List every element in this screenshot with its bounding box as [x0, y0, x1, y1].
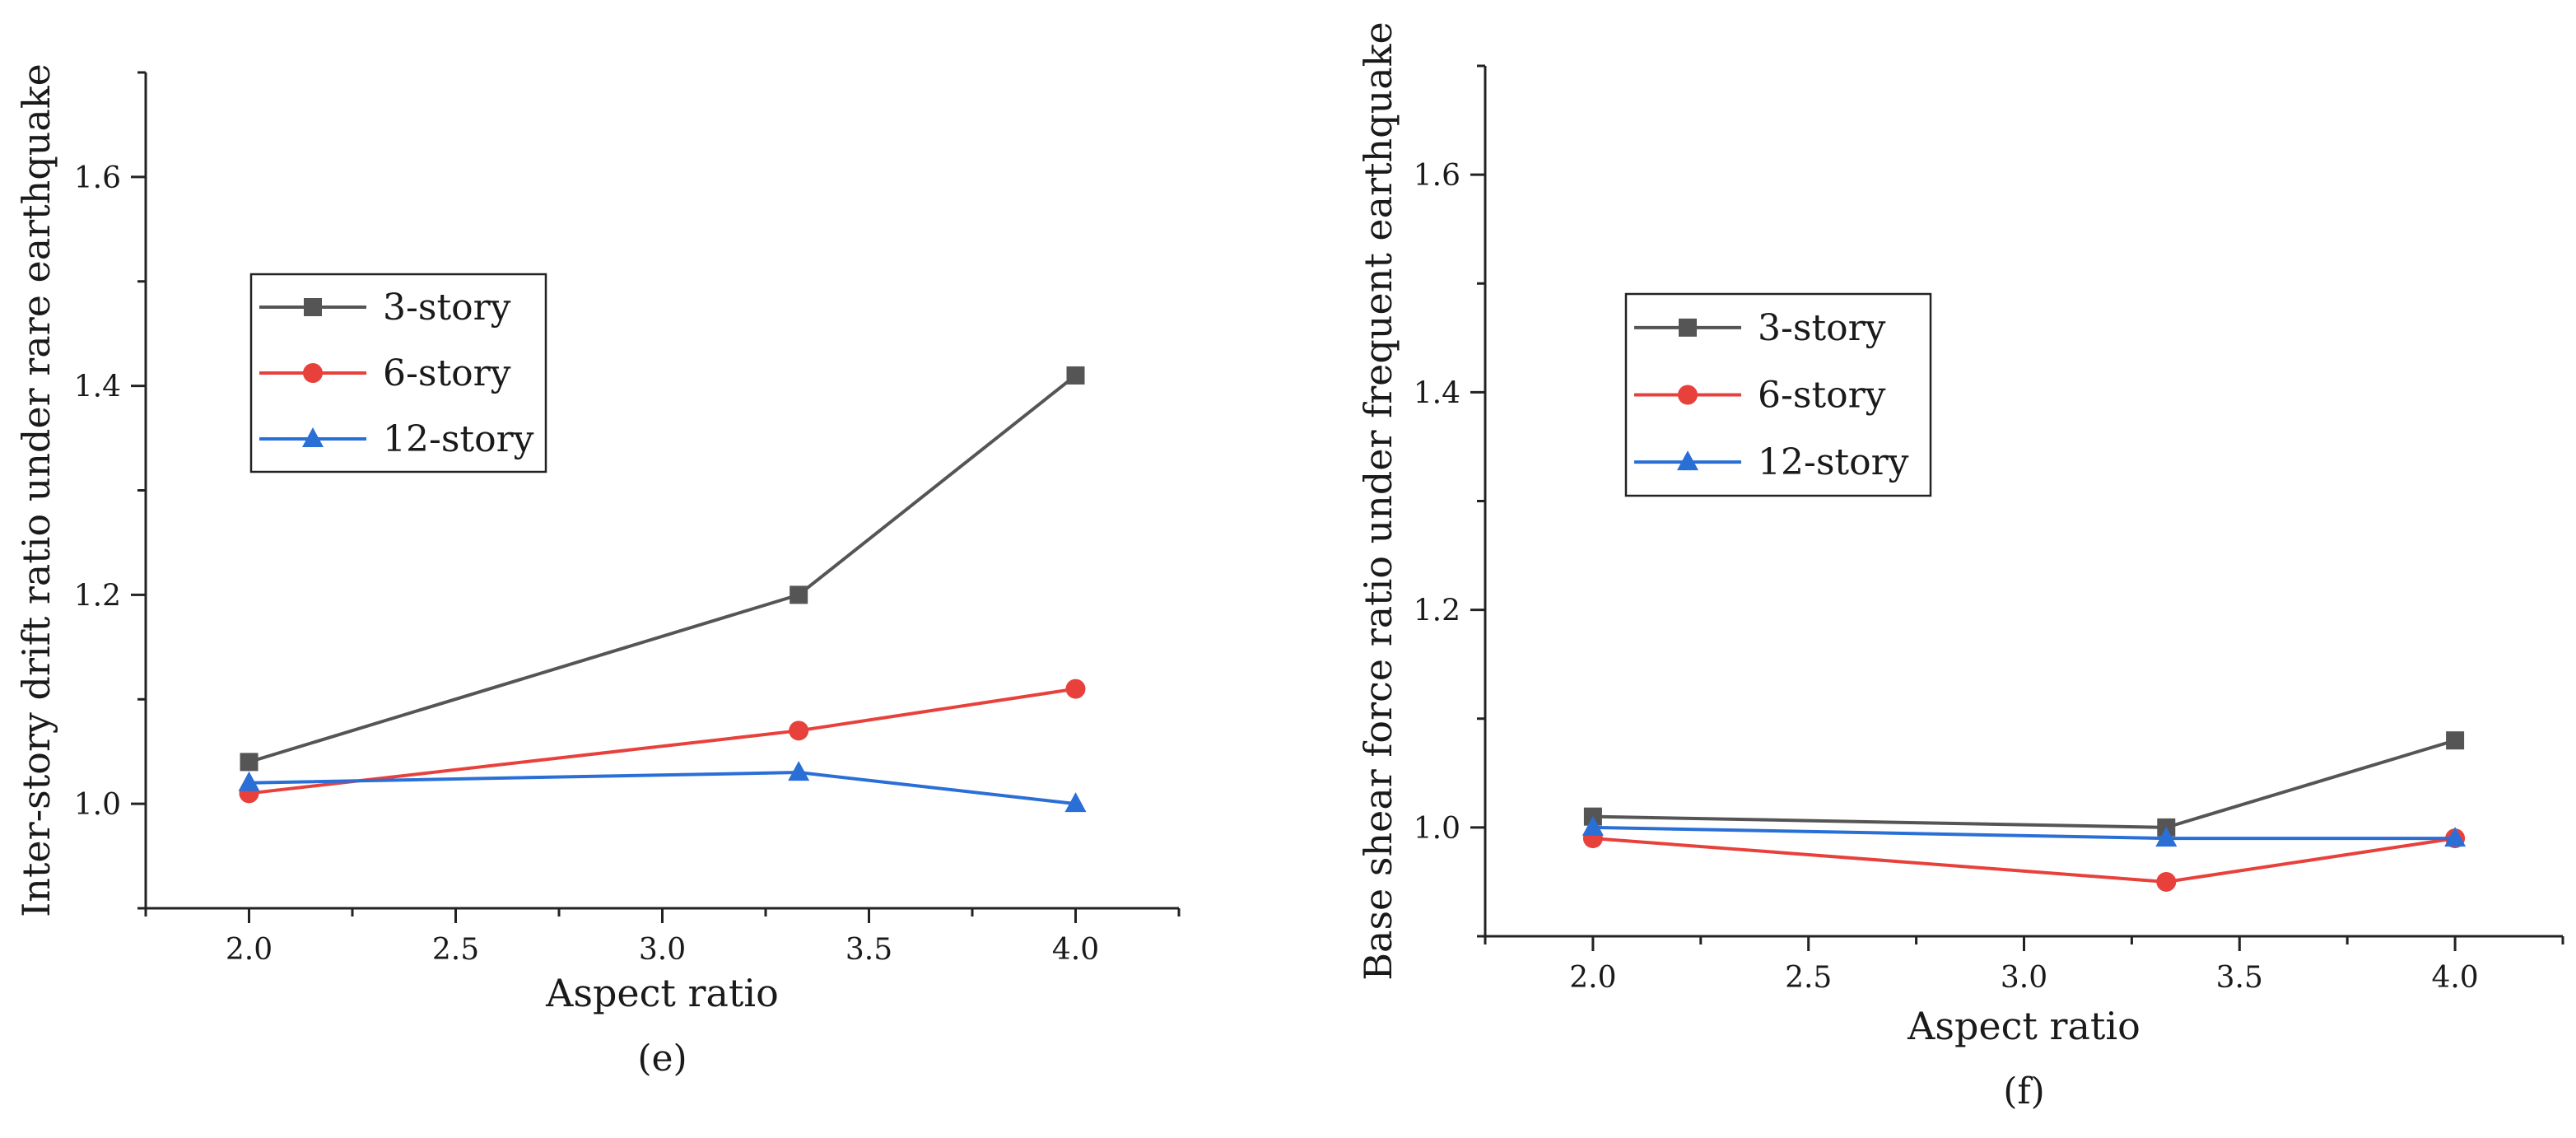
x-tick-label: 3.5: [2216, 961, 2263, 995]
legend-marker-6-story: [303, 363, 323, 383]
series-line-3-story: [1592, 739, 2456, 829]
legend-marker-12-story: [302, 427, 324, 447]
legend-label-3-story: 3-story: [383, 287, 511, 329]
legend-label-6-story: 6-story: [383, 352, 511, 394]
series-line-12-story: [249, 771, 1076, 806]
y-tick-label: 1.0: [74, 788, 121, 822]
y-tick-label: 1.2: [74, 579, 121, 613]
data-point-3-story: [790, 585, 808, 604]
legend-marker-12-story: [1677, 450, 1698, 471]
legend-marker-6-story: [1678, 385, 1698, 405]
data-point-12-story: [2444, 827, 2467, 847]
legend-label-3-story: 3-story: [1758, 307, 1886, 349]
x-tick-label: 2.0: [1569, 961, 1616, 995]
panel-label: (f): [2003, 1070, 2045, 1112]
panel-label: (e): [637, 1038, 687, 1080]
legend-marker-3-story: [304, 298, 322, 316]
data-point-3-story: [1066, 366, 1085, 385]
x-axis-label: Aspect ratio: [545, 971, 779, 1015]
data-point-12-story: [2155, 827, 2178, 847]
data-point-12-story: [1064, 792, 1087, 813]
y-tick-label: 1.6: [74, 161, 121, 195]
y-tick-label: 1.2: [1414, 595, 1460, 628]
chart-panel-f: 2.0 2.5 3.0 3.5 4.0 1.0 1.2 1.4 1.6 Aspect ratio B…: [1356, 21, 2564, 1112]
series-line-6-story: [1592, 837, 2456, 884]
data-point-12-story: [788, 761, 810, 781]
x-tick-label: 3.0: [2001, 961, 2047, 995]
data-point-3-story: [2446, 731, 2465, 750]
y-axis-label: Inter-story drift ratio under rare earth…: [14, 63, 58, 917]
legend-marker-3-story: [1679, 318, 1697, 337]
data-point-6-story: [2156, 871, 2177, 892]
data-point-3-story: [240, 753, 259, 772]
x-tick-label: 2.0: [226, 933, 273, 967]
legend: 3-story 6-story 12-story: [1624, 292, 1932, 497]
chart-panel-e: 2.0 2.5 3.0 3.5 4.0 1.0 1.2 1.4 1.6 Aspect ratio I…: [14, 63, 1181, 1080]
series-line-6-story: [249, 687, 1076, 795]
legend-label-6-story: 6-story: [1758, 375, 1886, 417]
data-point-6-story: [789, 721, 809, 741]
legend-label-12-story: 12-story: [383, 418, 534, 460]
x-tick-label: 4.0: [1052, 933, 1099, 967]
x-tick-label: 3.0: [639, 933, 686, 967]
y-tick-label: 1.6: [1414, 159, 1460, 193]
legend-label-12-story: 12-story: [1758, 441, 1909, 483]
data-point-12-story: [238, 771, 260, 791]
x-tick-label: 3.5: [845, 933, 892, 967]
y-tick-label: 1.0: [1414, 812, 1460, 846]
x-tick-label: 4.0: [2431, 961, 2478, 995]
data-point-6-story: [1065, 679, 1086, 699]
y-axis-label: Base shear force ratio under frequent ea…: [1356, 21, 1400, 981]
series-line-12-story: [1592, 825, 2456, 841]
x-axis-label: Aspect ratio: [1907, 1004, 2140, 1048]
x-tick-label: 2.5: [1785, 961, 1832, 995]
y-tick-label: 1.4: [1414, 376, 1460, 410]
y-tick-label: 1.4: [74, 371, 121, 404]
data-point-12-story: [1581, 815, 1604, 836]
x-tick-label: 2.5: [432, 933, 479, 967]
legend: 3-story 6-story 12-story: [249, 273, 547, 473]
